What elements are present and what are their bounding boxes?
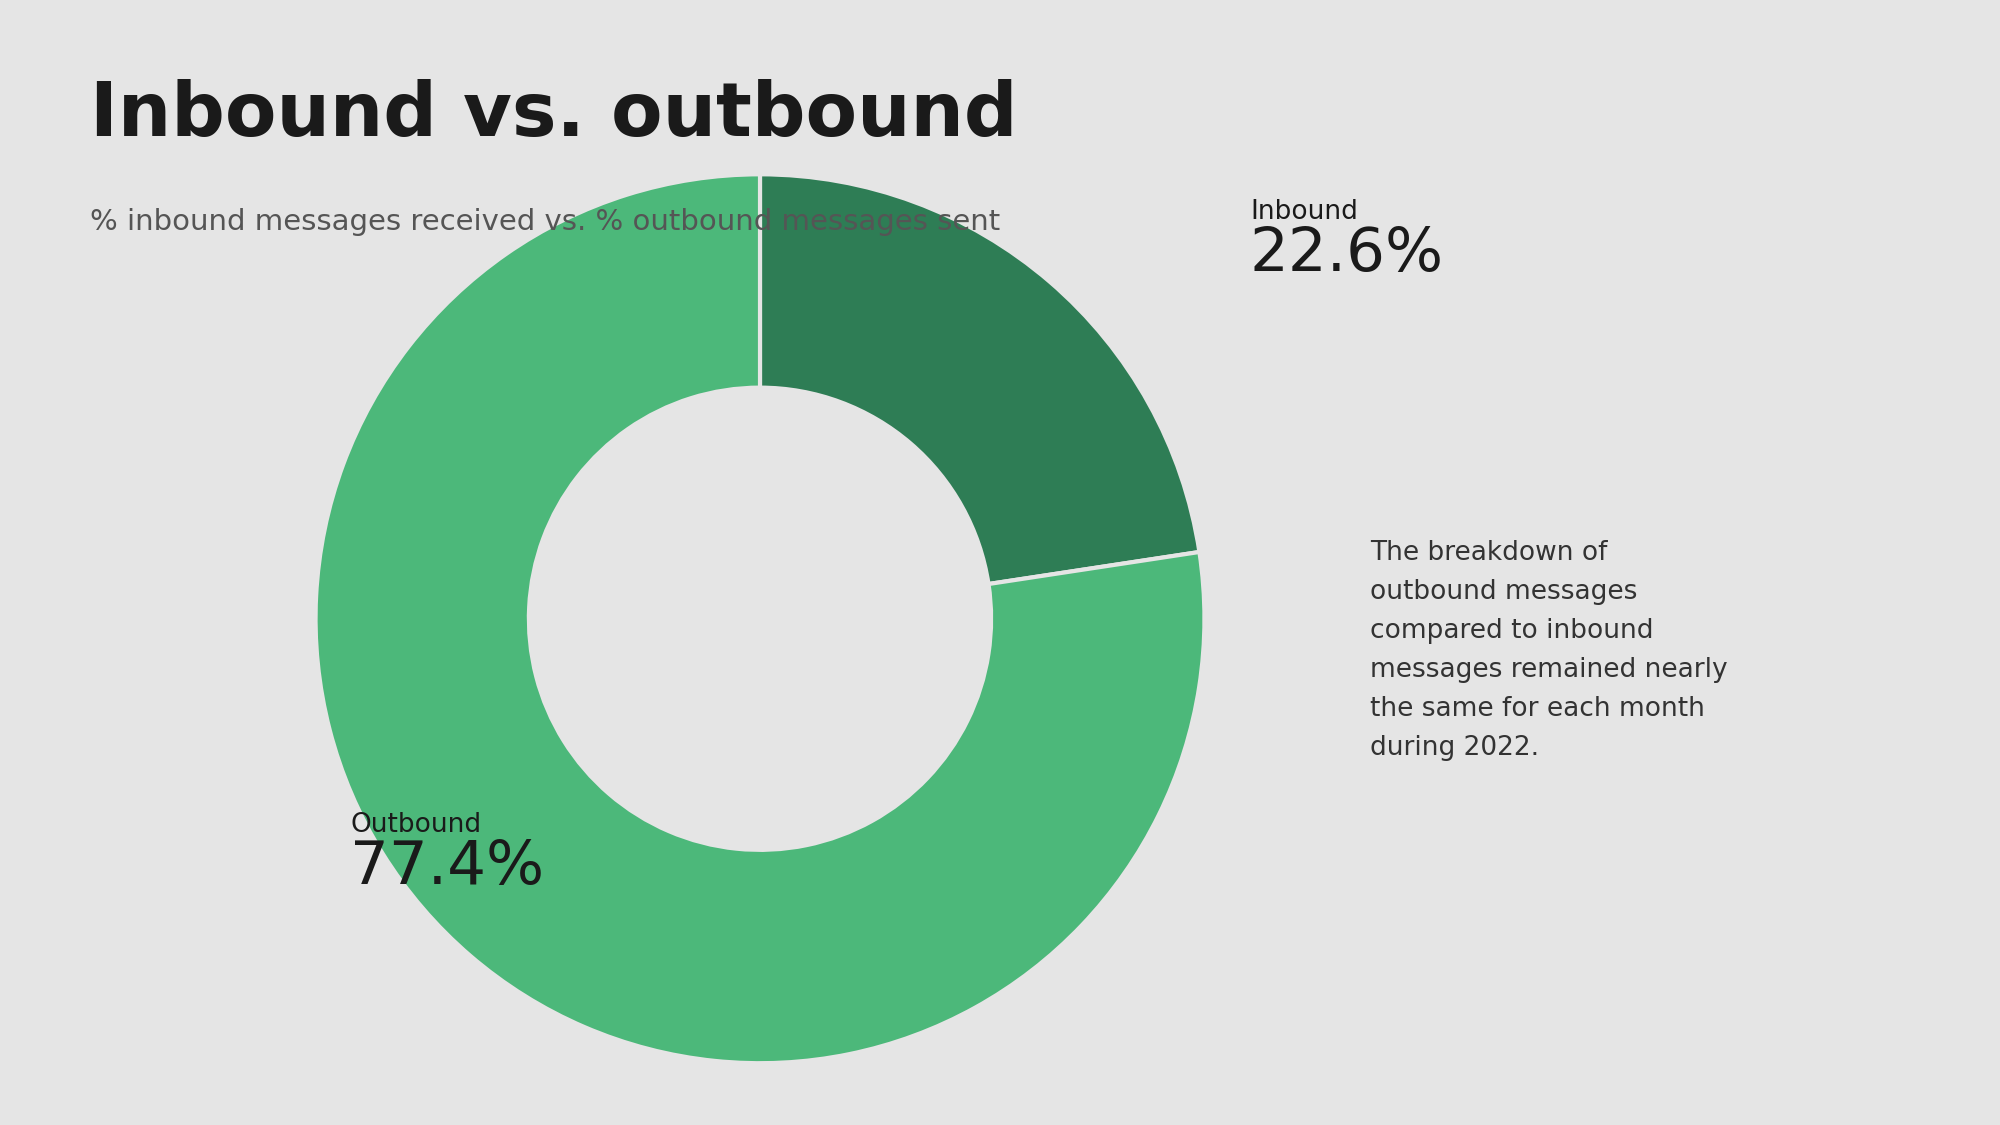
- Text: 22.6%: 22.6%: [1250, 225, 1444, 284]
- Text: The breakdown of
outbound messages
compared to inbound
messages remained nearly
: The breakdown of outbound messages compa…: [1370, 540, 1728, 760]
- Text: Outbound: Outbound: [350, 812, 482, 838]
- Wedge shape: [760, 174, 1200, 584]
- Text: Inbound vs. outbound: Inbound vs. outbound: [90, 79, 1018, 152]
- Text: 77.4%: 77.4%: [350, 838, 544, 897]
- Text: % inbound messages received vs. % outbound messages sent: % inbound messages received vs. % outbou…: [90, 208, 1000, 236]
- Wedge shape: [316, 174, 1204, 1063]
- Text: Inbound: Inbound: [1250, 199, 1358, 225]
